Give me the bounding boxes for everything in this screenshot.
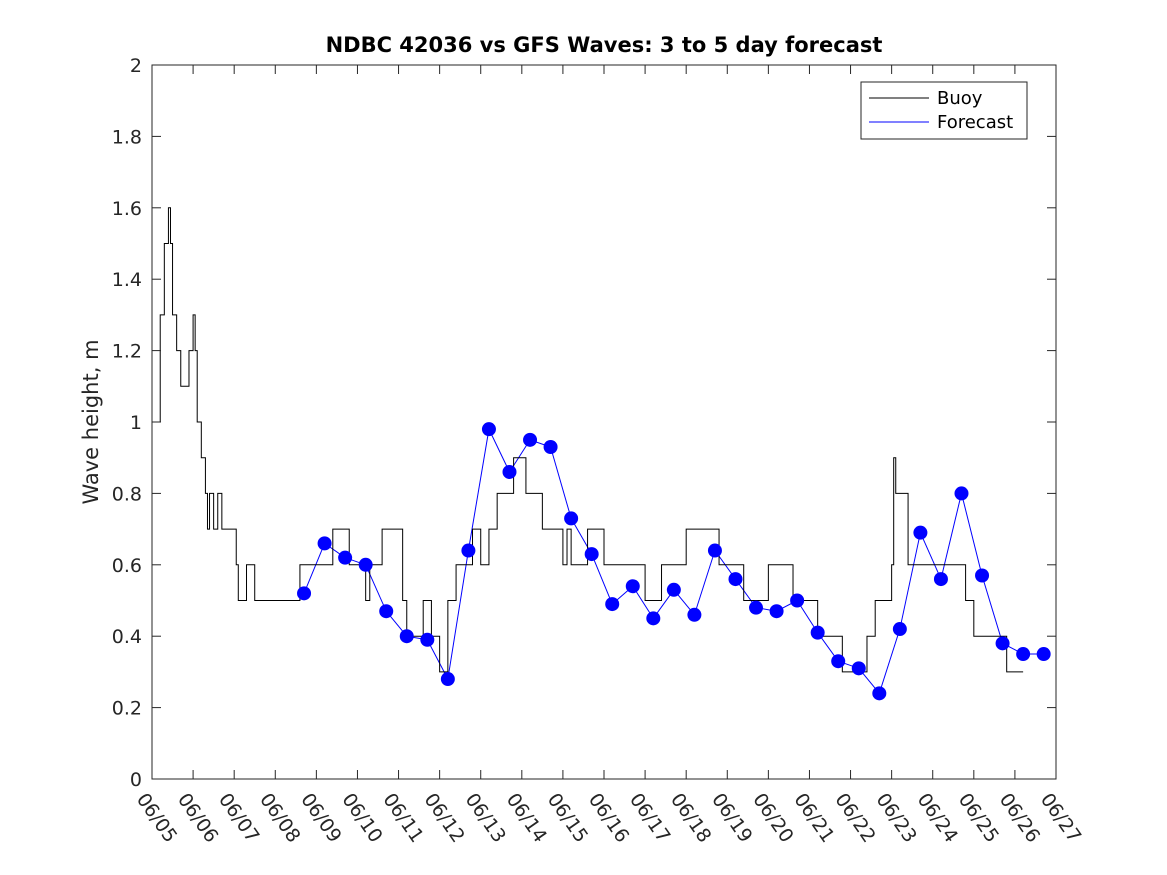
forecast-point [461, 543, 476, 558]
forecast-line-segment [303, 543, 326, 594]
forecast-point [975, 568, 990, 583]
forecast-point [749, 600, 764, 615]
forecast-point [440, 672, 455, 687]
forecast-point [420, 632, 435, 647]
forecast-point [1016, 647, 1031, 662]
forecast-point [687, 607, 702, 622]
y-tick-label: 0.6 [112, 555, 142, 577]
forecast-point [399, 629, 414, 644]
y-tick-label: 1.4 [112, 269, 142, 291]
y-axis: 0 0.2 0.4 0.6 0.8 1 1.2 1.4 1.6 1.8 2 [112, 55, 1056, 791]
legend-buoy-label: Buoy [937, 88, 983, 109]
forecast-point [1036, 647, 1051, 662]
forecast-point [358, 557, 373, 572]
forecast-point [666, 582, 681, 597]
forecast-point [625, 579, 640, 594]
legend-box [860, 81, 1028, 140]
forecast-line-segment [878, 628, 901, 694]
plot-area [152, 65, 1056, 779]
forecast-point [338, 550, 353, 565]
forecast-line-segment [899, 532, 921, 630]
buoy-line-group [152, 207, 1024, 673]
y-tick-label: 0 [130, 769, 142, 791]
forecast-point [728, 572, 743, 587]
forecast-point [954, 486, 969, 501]
forecast-point [790, 593, 805, 608]
y-axis-label: Wave height, m [79, 339, 103, 504]
y-tick-label: 1.6 [112, 198, 142, 220]
forecast-point [831, 654, 846, 669]
forecast-point [933, 572, 948, 587]
y-tick-label: 0.8 [112, 483, 142, 505]
forecast-line-segment [488, 428, 510, 473]
forecast-line-segment [467, 429, 490, 551]
forecast-line-segment [981, 575, 1004, 644]
forecast-point [851, 661, 866, 676]
y-tick-label: 1 [130, 412, 142, 434]
forecast-line-segment [550, 446, 572, 519]
y-tick-label: 1.2 [112, 341, 142, 363]
forecast-line-segment [365, 564, 387, 612]
forecast-point [646, 611, 661, 626]
forecast-point [995, 636, 1010, 651]
forecast-point [523, 432, 538, 447]
y-tick-label: 0.2 [112, 698, 142, 720]
forecast-point [913, 525, 928, 540]
forecast-point [481, 422, 496, 437]
forecast-point [564, 511, 579, 526]
y-tick-label: 2 [130, 55, 142, 77]
forecast-point [297, 586, 312, 601]
forecast-point [605, 597, 620, 612]
legend: Buoy Forecast [860, 81, 1028, 140]
legend-forecast-label: Forecast [937, 112, 1013, 133]
forecast-point [584, 547, 599, 562]
forecast-point [872, 686, 887, 701]
forecast-line-segment [426, 639, 449, 680]
forecast-point [810, 625, 825, 640]
forecast-line-segment [693, 550, 716, 615]
forecast-point [543, 439, 558, 454]
forecast-line-segment [919, 532, 942, 580]
chart-title: NDBC 42036 vs GFS Waves: 3 to 5 day fore… [326, 33, 883, 57]
forecast-point [502, 464, 517, 479]
forecast-line-segment [447, 550, 469, 680]
buoy-line [152, 207, 1024, 673]
y-tick-label: 1.8 [112, 126, 142, 148]
forecast-point [892, 622, 907, 637]
forecast-point [379, 604, 394, 619]
forecast-line-segment [961, 493, 983, 576]
forecast-point [769, 604, 784, 619]
forecast-point [707, 543, 722, 558]
forecast-point [317, 536, 332, 551]
forecast-markers [297, 422, 1051, 701]
y-tick-label: 0.4 [112, 626, 142, 648]
forecast-line-segment [591, 553, 613, 605]
